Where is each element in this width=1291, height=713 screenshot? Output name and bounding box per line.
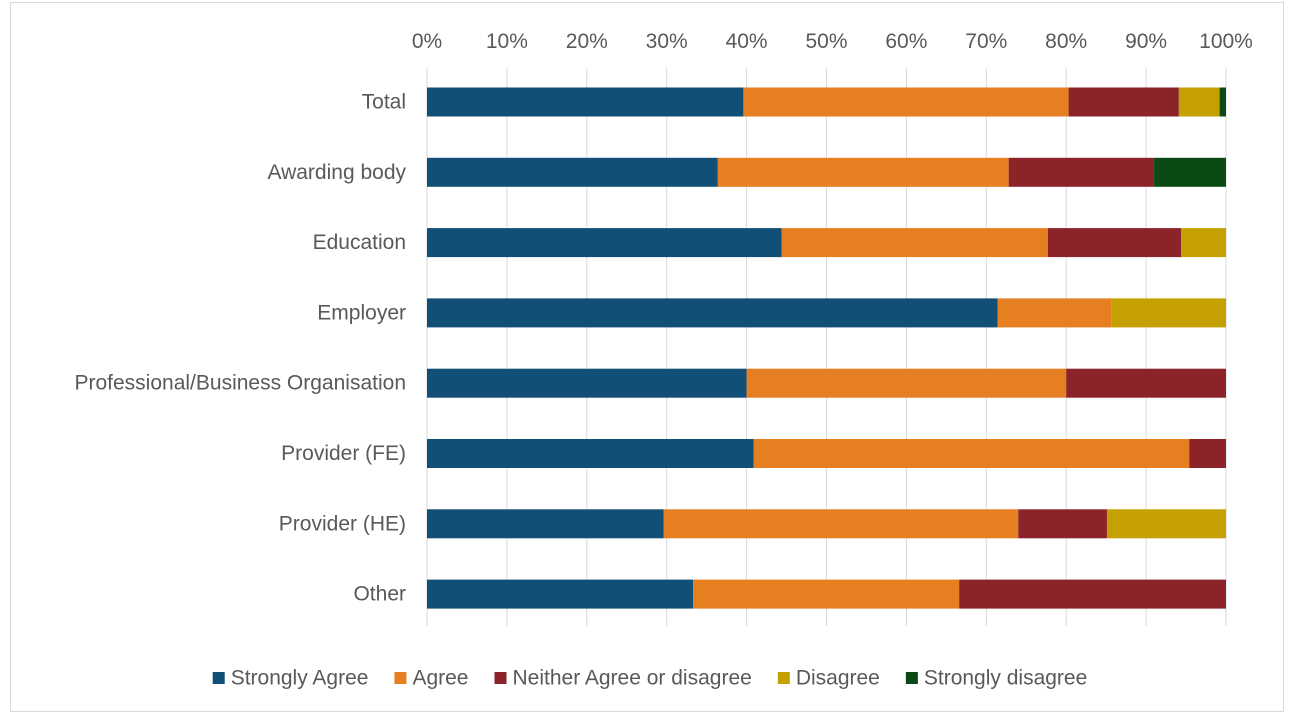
bar-awarding-body-strongly-disagree: [1154, 157, 1226, 187]
legend-label-strongly-disagree: Strongly disagree: [924, 667, 1087, 690]
bar-employer-strongly-agree: [427, 298, 998, 328]
x-tick-label: 60%: [885, 30, 927, 53]
bar-education-strongly-agree: [427, 228, 782, 258]
bar-provider-he-strongly-agree: [427, 509, 664, 539]
x-tick-label: 10%: [486, 30, 528, 53]
x-tick-label: 100%: [1199, 30, 1253, 53]
bar-awarding-body-strongly-agree: [427, 157, 718, 187]
bar-professional-business-organisation-neither-agree-or-disagree: [1066, 368, 1226, 398]
bar-provider-he-neither-agree-or-disagree: [1018, 509, 1107, 539]
bar-provider-he-agree: [663, 509, 1019, 539]
legend-label-strongly-agree: Strongly Agree: [231, 667, 369, 690]
bar-provider-fe-strongly-agree: [427, 439, 754, 468]
category-label-employer: Employer: [317, 301, 406, 324]
category-label-provider-fe: Provider (FE): [281, 442, 406, 465]
category-label-provider-he: Provider (HE): [279, 512, 406, 535]
x-tick-label: 80%: [1045, 30, 1087, 53]
legend-swatch-strongly-agree: [212, 672, 225, 684]
bar-other-neither-agree-or-disagree: [959, 579, 1226, 609]
legend-swatch-disagree: [777, 672, 790, 684]
legend-swatch-agree: [394, 672, 407, 684]
bar-provider-fe-neither-agree-or-disagree: [1189, 439, 1226, 468]
bar-education-neither-agree-or-disagree: [1047, 228, 1182, 258]
x-tick-label: 70%: [965, 30, 1007, 53]
bar-total-strongly-disagree: [1219, 87, 1226, 117]
category-label-total: Total: [362, 91, 406, 114]
bar-provider-he-disagree: [1106, 509, 1226, 539]
legend-swatch-neither-agree-or-disagree: [494, 672, 507, 684]
bar-other-strongly-agree: [427, 579, 694, 609]
x-tick-label: 50%: [805, 30, 847, 53]
x-tick-label: 90%: [1125, 30, 1167, 53]
legend-label-agree: Agree: [412, 667, 468, 690]
x-axis-ticks: 0% 10% 20% 30% 40% 50% 60% 70% 80% 90% 100%: [412, 30, 1253, 53]
bar-professional-business-organisation-agree: [746, 368, 1067, 398]
x-tick-label: 0%: [412, 30, 442, 53]
bars: [427, 87, 1226, 609]
category-label-other: Other: [353, 583, 406, 606]
bar-awarding-body-neither-agree-or-disagree: [1008, 157, 1155, 187]
bar-total-strongly-agree: [427, 87, 744, 117]
bar-total-neither-agree-or-disagree: [1068, 87, 1179, 117]
bar-total-agree: [743, 87, 1069, 117]
legend-label-neither-agree-or-disagree: Neither Agree or disagree: [513, 667, 752, 690]
category-label-professional-business-organisation: Professional/Business Organisation: [74, 372, 406, 395]
category-label-education: Education: [313, 231, 406, 254]
bar-employer-agree: [997, 298, 1112, 328]
x-tick-label: 30%: [646, 30, 688, 53]
category-label-awarding-body: Awarding body: [267, 161, 406, 184]
bar-awarding-body-agree: [717, 157, 1009, 187]
bar-professional-business-organisation-strongly-agree: [427, 368, 747, 398]
legend: Strongly Agree Agree Neither Agree or disa…: [212, 667, 1087, 690]
bar-education-disagree: [1181, 228, 1226, 258]
legend-swatch-strongly-disagree: [905, 672, 918, 684]
gridlines: [426, 68, 1227, 626]
bar-employer-disagree: [1111, 298, 1226, 328]
legend-label-disagree: Disagree: [796, 667, 880, 690]
bar-total-disagree: [1178, 87, 1220, 117]
x-tick-label: 40%: [726, 30, 768, 53]
x-tick-label: 20%: [566, 30, 608, 53]
bar-other-agree: [693, 579, 960, 609]
bar-provider-fe-agree: [753, 439, 1190, 468]
bar-education-agree: [781, 228, 1048, 258]
category-labels: Total Awarding body Education Employer Profe…: [74, 91, 406, 606]
